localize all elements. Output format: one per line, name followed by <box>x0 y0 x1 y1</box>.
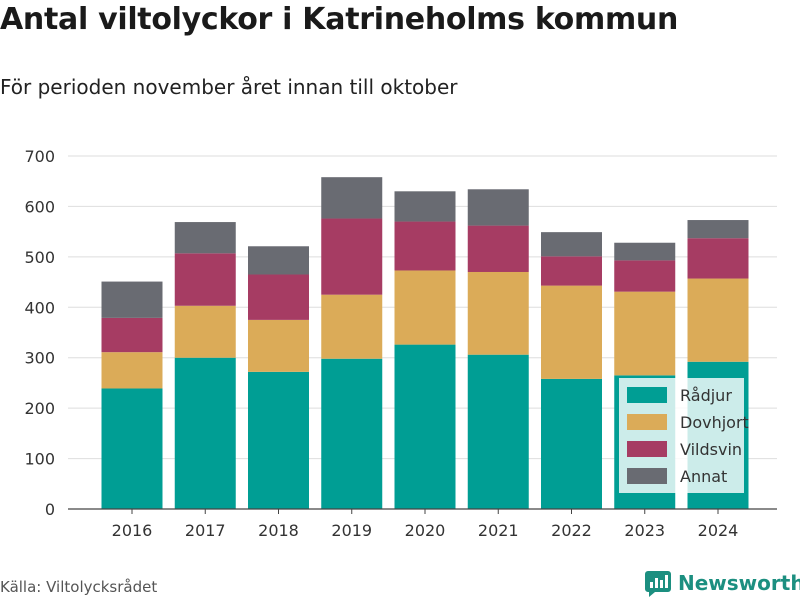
bar-dovhjort-2019 <box>321 294 383 359</box>
bar-vildsvin-2024 <box>687 238 749 279</box>
bar-annat-2023 <box>614 242 676 261</box>
bar-dovhjort-2021 <box>467 271 529 355</box>
x-tick-label: 2020 <box>405 521 446 540</box>
bar-dovhjort-2022 <box>541 285 602 379</box>
x-tick-label: 2017 <box>185 521 226 540</box>
bar-radjur-2021 <box>467 354 529 509</box>
bars <box>101 177 749 509</box>
y-tick-label: 400 <box>24 298 55 317</box>
bar-vildsvin-2020 <box>394 221 456 271</box>
brand-logo[interactable]: Newsworthy <box>645 569 800 597</box>
y-tick-label: 0 <box>45 500 55 519</box>
legend-label-radjur: Rådjur <box>680 385 732 405</box>
bar-annat-2016 <box>101 281 163 318</box>
bar-radjur-2019 <box>321 358 383 509</box>
chart-legend: Rådjur Dovhjort Vildsvin Annat <box>619 378 749 493</box>
bar-vildsvin-2021 <box>467 225 529 272</box>
legend-swatch-radjur <box>627 387 667 403</box>
bar-vildsvin-2023 <box>614 260 676 292</box>
y-axis-ticks: 0 100 200 300 400 500 600 700 <box>24 147 55 519</box>
legend-label-annat: Annat <box>680 466 728 486</box>
bar-annat-2022 <box>541 232 602 257</box>
bar-dovhjort-2018 <box>248 319 309 372</box>
bar-vildsvin-2019 <box>321 218 383 295</box>
source-note: Källa: Viltolycksrådet <box>0 578 158 596</box>
y-tick-label: 100 <box>24 450 55 469</box>
newsworthy-logo-icon <box>645 571 671 597</box>
bar-annat-2020 <box>394 191 456 222</box>
bar-dovhjort-2016 <box>101 352 163 389</box>
legend-swatch-annat <box>627 468 667 484</box>
chart-title: Antal viltolyckor i Katrineholms kommun <box>0 2 679 37</box>
y-tick-label: 600 <box>24 197 55 216</box>
bar-vildsvin-2017 <box>174 253 236 306</box>
bar-annat-2019 <box>321 177 383 219</box>
bar-radjur-2018 <box>248 371 309 509</box>
bar-radjur-2022 <box>541 378 602 509</box>
legend-label-dovhjort: Dovhjort <box>680 412 749 432</box>
x-tick-label: 2023 <box>624 521 665 540</box>
legend-item-dovhjort: Dovhjort <box>627 411 749 433</box>
bar-dovhjort-2017 <box>174 305 236 358</box>
bar-radjur-2016 <box>101 388 163 509</box>
y-tick-label: 200 <box>24 399 55 418</box>
legend-swatch-vildsvin <box>627 441 667 457</box>
bar-vildsvin-2022 <box>541 256 602 286</box>
bar-annat-2017 <box>174 222 236 254</box>
x-tick-label: 2021 <box>478 521 519 540</box>
x-tick-label: 2019 <box>331 521 372 540</box>
bar-annat-2021 <box>467 189 529 226</box>
x-tick-label: 2016 <box>112 521 153 540</box>
bar-annat-2024 <box>687 220 749 239</box>
x-tick-label: 2024 <box>698 521 739 540</box>
legend-label-vildsvin: Vildsvin <box>680 439 743 459</box>
y-tick-label: 300 <box>24 349 55 368</box>
bar-annat-2018 <box>248 246 309 275</box>
y-tick-label: 500 <box>24 248 55 267</box>
bar-radjur-2017 <box>174 357 236 509</box>
brand-name: Newsworthy <box>678 571 800 595</box>
bar-vildsvin-2018 <box>248 274 309 320</box>
bar-dovhjort-2023 <box>614 291 676 376</box>
bar-dovhjort-2024 <box>687 278 749 362</box>
legend-item-vildsvin: Vildsvin <box>627 438 742 460</box>
legend-item-annat: Annat <box>627 465 727 487</box>
bar-vildsvin-2016 <box>101 317 163 353</box>
legend-swatch-dovhjort <box>627 414 667 430</box>
x-axis-ticks: 2016 2017 2018 2019 2020 2021 2022 2023 2024 <box>68 508 777 540</box>
x-tick-label: 2022 <box>551 521 592 540</box>
legend-item-radjur: Rådjur <box>627 384 732 406</box>
chart-subtitle: För perioden november året innan till ok… <box>0 75 458 99</box>
bar-dovhjort-2020 <box>394 270 456 345</box>
x-tick-label: 2018 <box>258 521 299 540</box>
y-tick-label: 700 <box>24 147 55 166</box>
bar-radjur-2020 <box>394 344 456 509</box>
